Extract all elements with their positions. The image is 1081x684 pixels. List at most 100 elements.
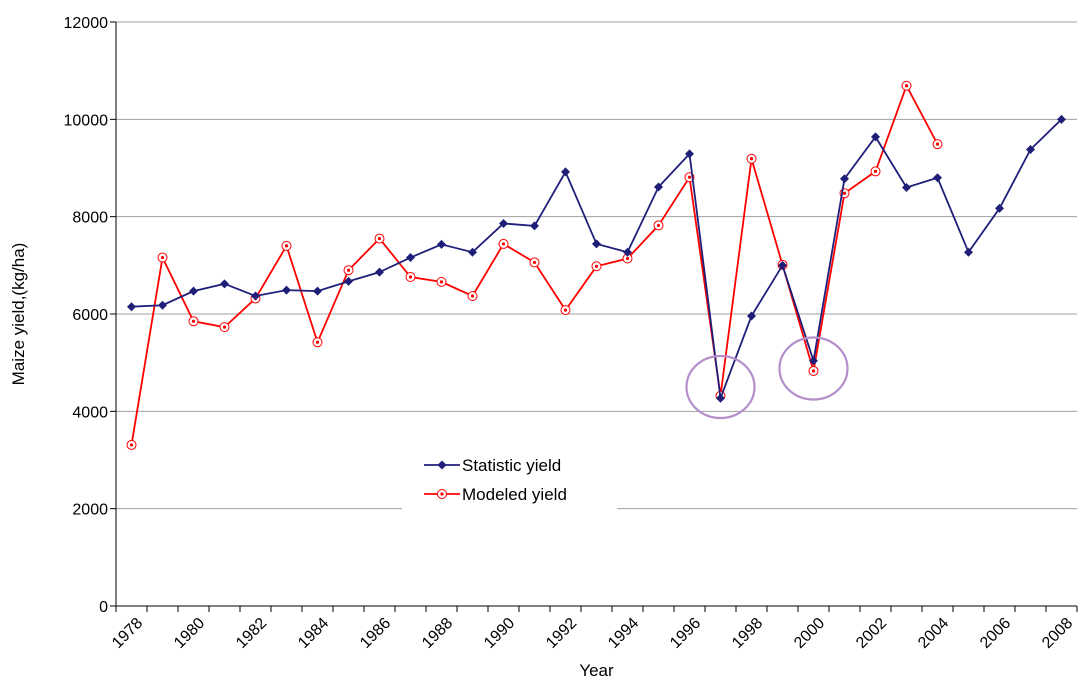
data-point — [591, 261, 602, 272]
x-tick-label: 1984 — [295, 615, 332, 652]
data-point — [902, 182, 911, 192]
data-point — [871, 132, 880, 142]
data-point-dot — [811, 369, 816, 373]
data-point — [313, 286, 322, 296]
legend-swatch-marker — [437, 460, 447, 470]
data-point — [189, 286, 198, 296]
data-point — [809, 356, 818, 366]
legend-entry: Modeled yield — [424, 485, 567, 504]
data-point — [126, 439, 137, 450]
grid-lines — [116, 21, 1077, 510]
x-tick-label: 2000 — [791, 615, 828, 652]
data-point-dot — [625, 256, 630, 261]
legend-background — [402, 445, 617, 513]
data-point — [188, 316, 199, 327]
data-point — [530, 221, 539, 231]
data-point-dot — [129, 443, 134, 447]
data-point — [437, 239, 446, 249]
data-point — [746, 153, 757, 164]
data-point — [1026, 145, 1035, 155]
annotation-ellipse — [685, 354, 756, 420]
legend-swatch-marker-dot — [440, 492, 444, 496]
data-point-dot — [408, 275, 413, 279]
x-axis-title: Year — [579, 661, 614, 680]
data-point-dot — [470, 294, 475, 298]
data-point — [158, 300, 167, 310]
y-tick-label: 0 — [99, 599, 108, 616]
data-point — [560, 305, 571, 316]
data-point-dot — [532, 260, 537, 265]
legend-swatch-marker — [437, 489, 447, 499]
data-point — [964, 247, 973, 257]
data-point — [312, 337, 323, 348]
data-point — [405, 272, 416, 283]
y-axis-title: Maize yield,(kg/ha) — [9, 243, 28, 386]
x-tick-label: 1992 — [543, 615, 580, 652]
data-point-dot — [160, 255, 165, 260]
x-tick-label: 1990 — [481, 615, 518, 652]
y-tick-labels: 0 2000 4000 6000 8000 10000 12000 — [64, 15, 109, 616]
data-point — [219, 322, 230, 333]
x-tick-label: 1994 — [605, 615, 642, 652]
x-tick-label: 2002 — [853, 615, 890, 652]
data-point — [498, 238, 509, 249]
data-point-dot — [687, 175, 692, 179]
data-point — [561, 167, 570, 177]
y-tick-label: 2000 — [72, 502, 108, 519]
data-point-dot — [904, 84, 909, 88]
x-tick-label: 1986 — [357, 615, 394, 652]
data-point — [901, 80, 912, 91]
data-point-dot — [935, 142, 940, 146]
data-point-dot — [563, 308, 568, 312]
data-point — [623, 247, 632, 257]
data-point-dot — [873, 169, 878, 174]
x-tick-label: 1988 — [419, 615, 456, 652]
data-point-dot — [842, 191, 847, 195]
data-point-dot — [377, 236, 382, 241]
data-point — [436, 276, 447, 287]
series-modeled-yield — [126, 80, 943, 450]
data-point — [220, 279, 229, 289]
legend-label: Modeled yield — [462, 485, 567, 504]
data-point — [933, 173, 942, 183]
data-point-dot — [222, 325, 227, 329]
series-line — [131, 118, 1063, 399]
series-layer — [126, 80, 1066, 450]
data-point — [468, 247, 477, 257]
data-point — [808, 365, 819, 376]
y-tick-label: 8000 — [72, 210, 108, 227]
series-statistic-yield — [127, 114, 1066, 403]
data-point — [127, 302, 136, 312]
data-point-dot — [656, 223, 661, 228]
data-point-dot — [501, 242, 506, 246]
annotation-ellipse — [778, 336, 849, 401]
data-point — [592, 239, 601, 249]
data-point — [932, 139, 943, 150]
x-tick-label: 1978 — [109, 615, 146, 652]
x-tick-label: 1980 — [171, 615, 208, 652]
data-point-dot — [594, 264, 599, 268]
data-point — [343, 265, 354, 276]
data-point — [685, 149, 694, 159]
data-point-dot — [749, 157, 754, 161]
y-tick-label: 6000 — [72, 307, 108, 324]
x-tick-labels: 1978 1980 1982 1984 1986 1988 1990 1992 1994 1996… — [109, 615, 1076, 652]
x-tick-label: 2006 — [977, 615, 1014, 652]
data-point-dot — [346, 268, 351, 272]
annotation-layer — [685, 336, 849, 420]
data-point — [747, 311, 756, 321]
data-point — [157, 252, 168, 263]
data-point — [653, 220, 664, 231]
data-point-dot — [315, 340, 320, 344]
data-point — [467, 290, 478, 301]
data-point — [251, 291, 260, 301]
x-tick-label: 1996 — [667, 615, 704, 652]
data-point — [654, 182, 663, 192]
legend-label: Statistic yield — [462, 456, 561, 475]
data-point — [529, 257, 540, 268]
x-tick-label: 2004 — [915, 615, 952, 652]
data-point — [840, 174, 849, 184]
y-tick-label: 12000 — [64, 15, 109, 32]
data-point — [995, 203, 1004, 213]
